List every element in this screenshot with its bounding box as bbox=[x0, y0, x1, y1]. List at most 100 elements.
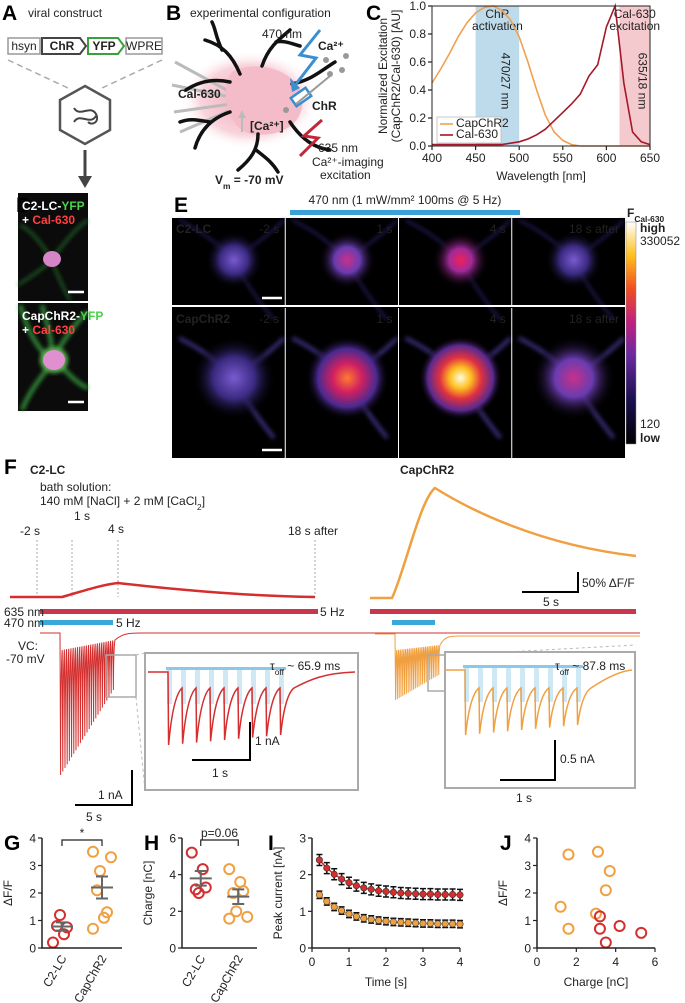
stim-pulse bbox=[548, 668, 553, 702]
point bbox=[101, 906, 113, 919]
band-label: activation bbox=[472, 19, 523, 33]
point bbox=[449, 920, 457, 928]
point bbox=[404, 919, 412, 927]
y-tick-label: 0.6 bbox=[409, 55, 426, 69]
bath-label-part: 140 mM [NaCl] + 2 mM [CaCl bbox=[40, 494, 197, 508]
point bbox=[419, 890, 427, 898]
panel-title: experimental configuration bbox=[190, 6, 331, 20]
y-tick-label: 2 bbox=[29, 887, 36, 901]
point bbox=[397, 889, 405, 897]
scale-label: 1 s bbox=[516, 791, 532, 805]
fluorescence-trace bbox=[10, 581, 316, 599]
point bbox=[456, 920, 464, 928]
error-bar bbox=[194, 870, 207, 887]
band bbox=[619, 6, 650, 146]
point bbox=[593, 922, 606, 935]
point bbox=[434, 890, 442, 898]
stim-pulse bbox=[520, 668, 525, 702]
point bbox=[375, 916, 383, 924]
y-tick-label: 0.2 bbox=[409, 111, 426, 125]
panel-letter: I bbox=[268, 832, 274, 855]
panel-letter: H bbox=[144, 832, 159, 855]
y-tick-label: 0.0 bbox=[409, 139, 426, 153]
y-tick-label: 3 bbox=[299, 832, 306, 846]
panel-title: viral construct bbox=[28, 6, 103, 20]
time-label: 18 s after bbox=[569, 312, 619, 326]
stim-pulse bbox=[237, 670, 242, 704]
colorbar-title: FCal-630 bbox=[627, 206, 664, 224]
point bbox=[404, 889, 412, 897]
x-tick-label: 500 bbox=[509, 151, 529, 165]
panel-letter: G bbox=[4, 832, 20, 855]
y-tick-label: 0 bbox=[299, 942, 306, 956]
x-tick-label: 4 bbox=[457, 955, 464, 969]
construct-part: YFP bbox=[92, 39, 115, 53]
imaging-label: excitation bbox=[320, 168, 371, 182]
point bbox=[87, 922, 99, 935]
inset-trace bbox=[148, 671, 356, 746]
micrograph-label: + Cal-630 bbox=[22, 213, 75, 227]
light-label: 5 Hz bbox=[116, 616, 141, 630]
y-tick-label: 0 bbox=[169, 942, 176, 956]
point bbox=[613, 920, 626, 932]
point bbox=[397, 918, 405, 926]
y-tick-label: 1 bbox=[524, 914, 531, 928]
point bbox=[54, 909, 66, 921]
point bbox=[352, 912, 360, 920]
panel-letter: C bbox=[366, 2, 381, 25]
y-axis-label: Normalized Excitation bbox=[376, 18, 390, 134]
point bbox=[323, 864, 331, 872]
colorbar-label: high bbox=[640, 221, 665, 235]
stim-pulse bbox=[576, 668, 581, 702]
stim-pulse bbox=[223, 670, 228, 704]
construct-part: WPRE bbox=[126, 39, 162, 53]
soma bbox=[432, 231, 489, 289]
time-label: -2 s bbox=[259, 312, 279, 326]
x-tick-label: 2 bbox=[383, 955, 390, 969]
x-tick-label: 2 bbox=[573, 955, 580, 969]
tau-label-part: ~ 65.9 ms bbox=[284, 659, 340, 673]
soma bbox=[205, 231, 263, 289]
point bbox=[192, 887, 205, 899]
band-label: ChR bbox=[485, 7, 509, 21]
point bbox=[230, 905, 243, 918]
micrograph-label: + Cal-630 bbox=[22, 323, 75, 337]
tau-label-part: τ bbox=[270, 659, 275, 673]
config-art bbox=[171, 20, 349, 174]
construct-part: ChR bbox=[50, 39, 75, 53]
scale-label: 1 s bbox=[212, 766, 228, 780]
light-bar bbox=[370, 609, 636, 614]
point bbox=[562, 922, 575, 935]
point bbox=[315, 891, 323, 899]
panel-letter: F bbox=[4, 456, 17, 479]
time-label: 4 s bbox=[490, 312, 506, 326]
y-tick-label: 4 bbox=[29, 832, 36, 846]
point bbox=[593, 910, 606, 923]
x-tick-label: 3 bbox=[420, 955, 427, 969]
time-label: 18 s after bbox=[288, 524, 338, 538]
vm-label-part: = -70 mV bbox=[230, 173, 283, 187]
light-bar bbox=[40, 609, 318, 614]
y-axis-label: ΔF/F bbox=[496, 880, 510, 906]
stim-pulse bbox=[478, 668, 483, 702]
point bbox=[338, 907, 346, 915]
dye-label: Cal-630 bbox=[178, 87, 221, 101]
micrograph-label-part: CapChR2- bbox=[22, 309, 80, 323]
y-tick-label: 1 bbox=[29, 914, 36, 928]
point bbox=[330, 870, 338, 878]
y-axis-label: Charge [nC] bbox=[141, 861, 155, 926]
inset-trace bbox=[445, 669, 633, 736]
calcium-label: [Ca²⁺] bbox=[250, 119, 284, 133]
x-axis-label: Time [s] bbox=[365, 975, 407, 989]
error-bar bbox=[56, 921, 68, 932]
stim-pulse bbox=[562, 668, 567, 702]
vm-label-part: m bbox=[223, 181, 230, 191]
legend-label: CapChR2 bbox=[456, 116, 509, 130]
point bbox=[389, 918, 397, 926]
point bbox=[367, 885, 375, 893]
soma bbox=[192, 336, 276, 420]
x-axis-label: Charge [nC] bbox=[564, 975, 629, 989]
channel-label: ChR bbox=[312, 99, 337, 113]
x-tick-label: 600 bbox=[596, 151, 616, 165]
micrograph-label-part: YFP bbox=[61, 199, 84, 213]
